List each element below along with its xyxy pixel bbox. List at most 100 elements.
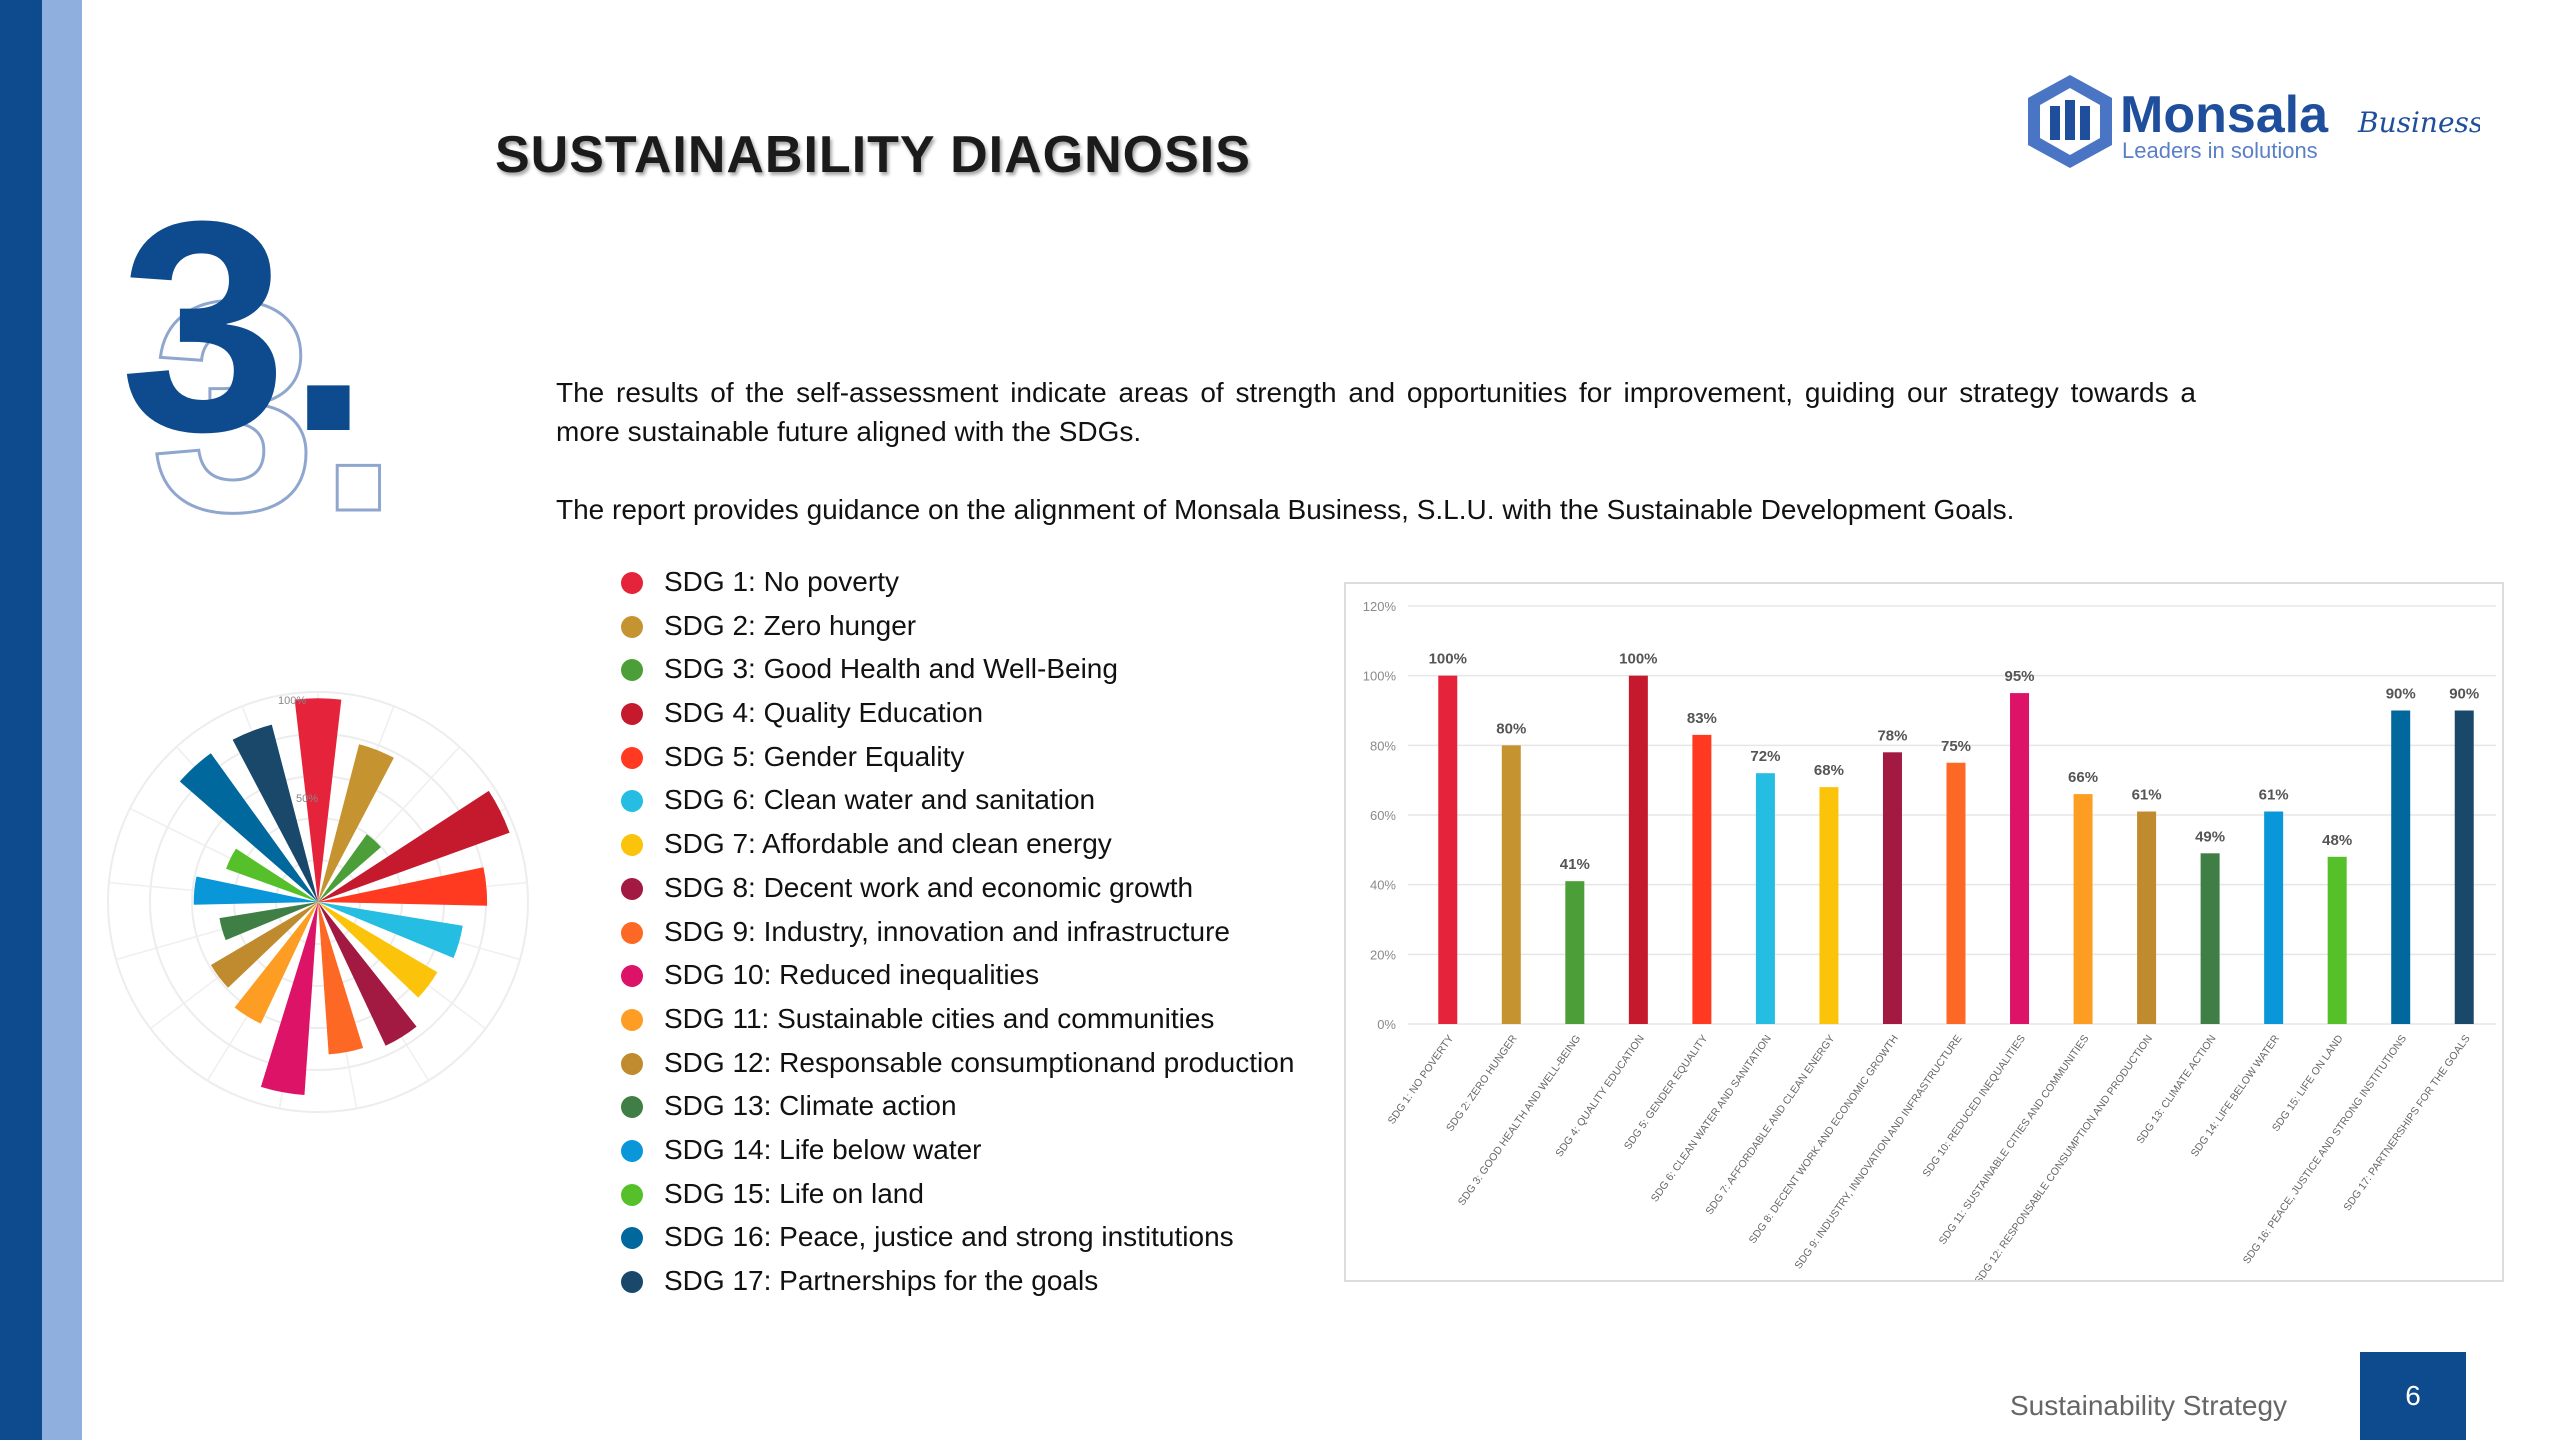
legend-item: SDG 4: Quality Education — [616, 691, 1294, 735]
page-title: SUSTAINABILITY DIAGNOSIS — [495, 126, 1251, 184]
bar-data-label: 66% — [2068, 769, 2098, 786]
legend-item: SDG 8: Decent work and economic growth — [616, 866, 1294, 910]
bar — [1755, 773, 1775, 1024]
sdg-bar-chart-frame: 0% 20% 40% 60% 80% 100% 120% 100% SDG 1: NO POVE… — [1344, 582, 2504, 1282]
radial-tick-label: 100% — [278, 695, 306, 707]
legend-item: SDG 1: No poverty — [616, 560, 1294, 604]
x-category-label: SDG 15: LIFE ON LAND — [2270, 1032, 2346, 1133]
y-tick-label: 60% — [1370, 808, 1396, 823]
legend-label: SDG 2: Zero hunger — [664, 609, 917, 641]
legend-label: SDG 6: Clean water and sanitation — [664, 784, 1096, 816]
bar-data-label: 80% — [1496, 720, 1526, 737]
legend-label: SDG 11: Sustainable cities and communiti… — [664, 1002, 1215, 1034]
x-category-label: SDG 10: REDUCED INEQUALITIES — [1920, 1033, 2028, 1179]
bar — [1438, 675, 1458, 1024]
rose-slice — [318, 902, 463, 959]
bar-data-label: 49% — [2195, 828, 2225, 845]
rose-slice — [210, 902, 318, 988]
legend-item: SDG 5: Gender Equality — [616, 735, 1294, 779]
legend-label: SDG 8: Decent work and economic growth — [664, 871, 1194, 903]
legend-label: SDG 12: Responsable consumptionand produ… — [664, 1046, 1295, 1078]
bar-data-label: 72% — [1750, 748, 1780, 765]
rose-slice — [193, 876, 318, 905]
rose-slice — [260, 902, 318, 1096]
legend-label: SDG 13: Climate action — [664, 1090, 957, 1122]
polar-area-chart: 50% 100% — [107, 691, 529, 1113]
page-number: 6 — [2360, 1352, 2466, 1440]
bar — [1501, 745, 1521, 1024]
legend-dot — [621, 1052, 643, 1075]
y-tick-label: 100% — [1363, 669, 1397, 684]
legend-dot — [621, 1139, 643, 1162]
bar — [1565, 881, 1585, 1024]
guidance-paragraph: The report provides guidance on the alig… — [556, 494, 2015, 525]
bar-data-label: 83% — [1687, 710, 1717, 727]
bar — [1819, 787, 1839, 1024]
rose-slice — [318, 902, 417, 1046]
x-category-label: SDG 2: ZERO HUNGER — [1444, 1033, 1520, 1134]
bar-data-label: 100% — [1429, 651, 1467, 668]
company-logo: Monsala Business Leaders in solutions — [2028, 75, 2480, 168]
bar — [2073, 794, 2093, 1024]
radial-tick-label: 50% — [296, 793, 318, 805]
x-category-label: SDG 17: PARTNERSHIPS FOR THE GOALS — [2341, 1033, 2472, 1213]
legend-dot — [621, 746, 643, 769]
legend-dot — [621, 572, 643, 594]
bar — [2327, 856, 2347, 1024]
bar-data-label: 95% — [2005, 668, 2035, 685]
intro-paragraph: The results of the self-assessment indic… — [556, 377, 2196, 447]
left-accent-bar — [0, 0, 42, 1440]
y-tick-label: 0% — [1377, 1017, 1396, 1032]
legend-item: SDG 3: Good Health and Well-Being — [616, 647, 1294, 691]
legend-item: SDG 11: Sustainable cities and communiti… — [616, 997, 1294, 1041]
bar — [1882, 752, 1902, 1024]
rose-slice — [318, 834, 381, 902]
legend-item: SDG 14: Life below water — [616, 1128, 1294, 1172]
sdg-bar-chart: 0% 20% 40% 60% 80% 100% 120% 100% SDG 1: NO POVE… — [1363, 599, 2496, 1280]
bar — [1946, 762, 1966, 1024]
bar-data-label: 61% — [2132, 787, 2162, 804]
legend-item: SDG 15: Life on land — [616, 1172, 1294, 1216]
bar — [2454, 710, 2474, 1024]
legend-label: SDG 7: Affordable and clean energy — [664, 828, 1112, 860]
left-accent-bar-light — [42, 0, 82, 1440]
legend-label: SDG 16: Peace, justice and strong instit… — [664, 1221, 1234, 1253]
legend-dot — [621, 615, 643, 638]
legend-dot — [621, 921, 643, 944]
logo-script: Business — [2357, 106, 2480, 139]
x-category-label: SDG 7: AFFORDABLE AND CLEAN ENERGY — [1703, 1033, 1837, 1217]
bar — [2010, 693, 2030, 1024]
legend-item: SDG 16: Peace, justice and strong instit… — [616, 1215, 1294, 1259]
legend-dot — [621, 1183, 643, 1206]
x-category-label: SDG 1: NO POVERTY — [1386, 1033, 1457, 1127]
legend-label: SDG 10: Reduced inequalities — [664, 959, 1040, 991]
bar — [2137, 811, 2157, 1024]
rose-slice — [232, 724, 318, 902]
bar-data-label: 75% — [1941, 738, 1971, 755]
legend-dot — [621, 1008, 643, 1031]
legend-label: SDG 9: Industry, innovation and infrastr… — [664, 915, 1230, 947]
bar — [2264, 811, 2284, 1024]
rose-slice — [318, 790, 510, 902]
rose-slice — [226, 848, 318, 902]
legend-dot — [621, 659, 643, 682]
y-tick-label: 20% — [1370, 947, 1396, 962]
rose-slice — [318, 902, 438, 998]
legend-label: SDG 15: Life on land — [664, 1177, 924, 1209]
legend-item: SDG 12: Responsable consumptionand produ… — [616, 1041, 1294, 1085]
legend-dot — [621, 1271, 643, 1293]
logo-tagline: Leaders in solutions — [2122, 138, 2318, 163]
logo-brand: Monsala — [2120, 86, 2329, 144]
legend-item: SDG 2: Zero hunger — [616, 604, 1294, 648]
x-category-label: SDG 8: DECENT WORK AND ECONOMIC GROWTH — [1747, 1033, 1901, 1246]
legend-dot — [621, 703, 643, 726]
legend-label: SDG 17: Partnerships for the goals — [664, 1265, 1099, 1296]
legend-item: SDG 9: Industry, innovation and infrastr… — [616, 910, 1294, 954]
legend-item: SDG 13: Climate action — [616, 1084, 1294, 1128]
x-category-label: SDG 11: SUSTAINABLE CITIES AND COMMUNITI… — [1937, 1033, 2092, 1247]
legend-item: SDG 17: Partnerships for the goals — [616, 1259, 1294, 1303]
legend-dot — [621, 877, 643, 900]
bar-data-label: 48% — [2322, 832, 2352, 849]
legend-item: SDG 10: Reduced inequalities — [616, 953, 1294, 997]
bar — [1692, 734, 1712, 1024]
